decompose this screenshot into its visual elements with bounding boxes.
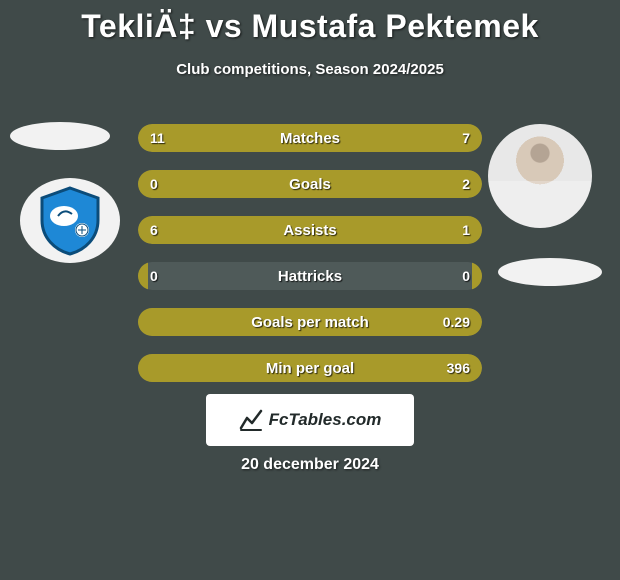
stat-value-left: 6	[150, 216, 158, 244]
club-right-badge-placeholder	[498, 258, 602, 286]
stat-row: 0.29Goals per match	[138, 308, 482, 336]
stat-row: 61Assists	[138, 216, 482, 244]
site-badge: FcTables.com	[206, 394, 414, 446]
stat-value-right: 7	[462, 124, 470, 152]
subtitle: Club competitions, Season 2024/2025	[0, 61, 620, 78]
stat-value-left: 11	[150, 124, 165, 152]
stat-row: 396Min per goal	[138, 354, 482, 382]
stat-row: 117Matches	[138, 124, 482, 152]
stat-fill-left	[138, 216, 482, 244]
stat-fill-right	[472, 262, 482, 290]
club-left-badge	[20, 178, 120, 263]
stat-fill-left	[138, 124, 482, 152]
stat-value-right: 0.29	[443, 308, 470, 336]
club-shield-icon	[38, 186, 102, 256]
stat-value-right: 2	[462, 170, 470, 198]
stat-value-right: 396	[447, 354, 470, 382]
player-right-avatar	[488, 124, 592, 228]
footer-date: 20 december 2024	[0, 456, 620, 474]
stat-fill-left	[138, 308, 148, 336]
stat-fill-right	[148, 170, 482, 198]
chart-line-icon	[239, 408, 263, 432]
stat-fill-left	[138, 170, 148, 198]
stat-value-right: 0	[462, 262, 470, 290]
stat-track	[138, 262, 482, 290]
stat-fill-left	[138, 354, 148, 382]
player-left-avatar-placeholder	[10, 122, 110, 150]
stat-value-right: 1	[462, 216, 470, 244]
site-name: FcTables.com	[269, 410, 382, 430]
stat-row: 00Hattricks	[138, 262, 482, 290]
stat-value-left: 0	[150, 262, 158, 290]
page-title: TekliÄ‡ vs Mustafa Pektemek	[0, 0, 620, 45]
stat-row: 02Goals	[138, 170, 482, 198]
stats-panel: 117Matches02Goals61Assists00Hattricks0.2…	[138, 124, 482, 400]
stat-fill-left	[138, 262, 148, 290]
stat-value-left: 0	[150, 170, 158, 198]
stat-fill-right	[148, 308, 482, 336]
stat-fill-right	[148, 354, 482, 382]
